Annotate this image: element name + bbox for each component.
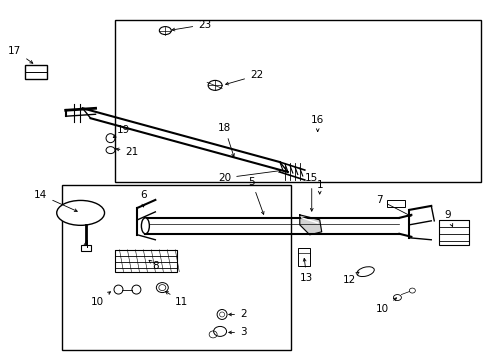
Text: 5: 5 (248, 177, 264, 214)
Bar (115, 250, 177, 272)
Text: 21: 21 (116, 147, 139, 157)
Text: 23: 23 (172, 19, 211, 31)
Ellipse shape (57, 201, 104, 225)
Ellipse shape (356, 267, 373, 276)
Text: 2: 2 (228, 310, 246, 319)
Text: 6: 6 (140, 190, 146, 207)
Bar (438, 220, 468, 245)
Bar (297, 248, 309, 266)
Text: 10: 10 (90, 292, 110, 306)
Text: 10: 10 (375, 298, 396, 315)
Text: 1: 1 (316, 180, 323, 194)
Text: 12: 12 (342, 272, 358, 285)
Text: 3: 3 (228, 327, 246, 337)
Text: 17: 17 (8, 45, 33, 63)
Text: 16: 16 (310, 115, 324, 131)
Bar (386, 200, 405, 207)
Bar (115, 21, 480, 182)
Text: 11: 11 (165, 292, 188, 306)
Text: 18: 18 (218, 123, 234, 157)
Text: 13: 13 (300, 258, 313, 283)
Bar (61, 185, 290, 350)
Bar (81, 245, 90, 251)
Text: 4: 4 (82, 240, 89, 250)
Text: 20: 20 (218, 170, 281, 183)
Ellipse shape (141, 218, 149, 234)
Text: 8: 8 (149, 260, 159, 271)
Polygon shape (299, 215, 321, 235)
Text: 15: 15 (305, 173, 318, 211)
Text: 14: 14 (34, 190, 77, 211)
Text: 22: 22 (225, 71, 263, 85)
Text: 19: 19 (113, 125, 129, 138)
Text: 7: 7 (375, 195, 410, 216)
Text: 9: 9 (443, 210, 452, 226)
Bar (25, 66, 47, 80)
